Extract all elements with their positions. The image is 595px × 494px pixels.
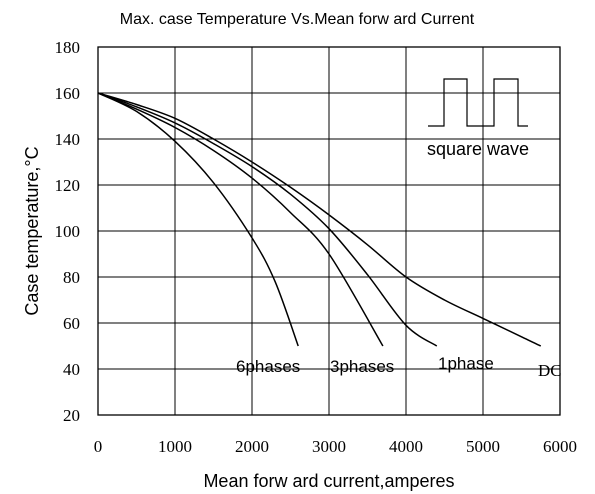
y-tick-label-100: 100	[55, 222, 81, 241]
x-tick-label-1000: 1000	[158, 437, 192, 456]
y-tick-label-20: 20	[63, 406, 80, 425]
y-tick-label-120: 120	[55, 176, 81, 195]
series-line-6phases	[97, 92, 299, 347]
y-tick-label-140: 140	[55, 130, 81, 149]
x-tick-label-5000: 5000	[466, 437, 500, 456]
square-wave-icon	[428, 78, 528, 127]
series-line-dc	[97, 92, 542, 347]
y-tick-label-80: 80	[63, 268, 80, 287]
series-layer: 6phases 3phases 1phase DC	[97, 92, 562, 380]
x-tick-label-6000: 6000	[543, 437, 577, 456]
y-tick-label-60: 60	[63, 314, 80, 333]
square-wave-inset: square wave	[427, 78, 529, 159]
y-tick-label-40: 40	[63, 360, 80, 379]
y-tick-label-160: 160	[55, 84, 81, 103]
series-label-3phases: 3phases	[330, 357, 394, 376]
y-tick-label-180: 180	[55, 38, 81, 57]
chart-title: Max. case Temperature Vs.Mean forw ard C…	[120, 11, 475, 28]
x-axis-label: Mean forw ard current,amperes	[203, 471, 454, 491]
series-line-3phases	[97, 92, 384, 347]
x-tick-label-4000: 4000	[389, 437, 423, 456]
square-wave-label: square wave	[427, 139, 529, 159]
y-axis-label: Case temperature,°C	[22, 146, 42, 315]
x-tick-label-3000: 3000	[312, 437, 346, 456]
series-label-dc: DC	[538, 361, 562, 380]
series-line-1phase	[97, 92, 438, 347]
series-label-6phases: 6phases	[236, 357, 300, 376]
x-tick-label-2000: 2000	[235, 437, 269, 456]
x-tick-label-0: 0	[94, 437, 103, 456]
ticks-layer: 0 1000 2000 3000 4000 5000 6000 20 40 60 80 100 120 1…	[55, 38, 578, 456]
series-label-1phase: 1phase	[438, 354, 494, 373]
grid-lines	[98, 47, 560, 415]
